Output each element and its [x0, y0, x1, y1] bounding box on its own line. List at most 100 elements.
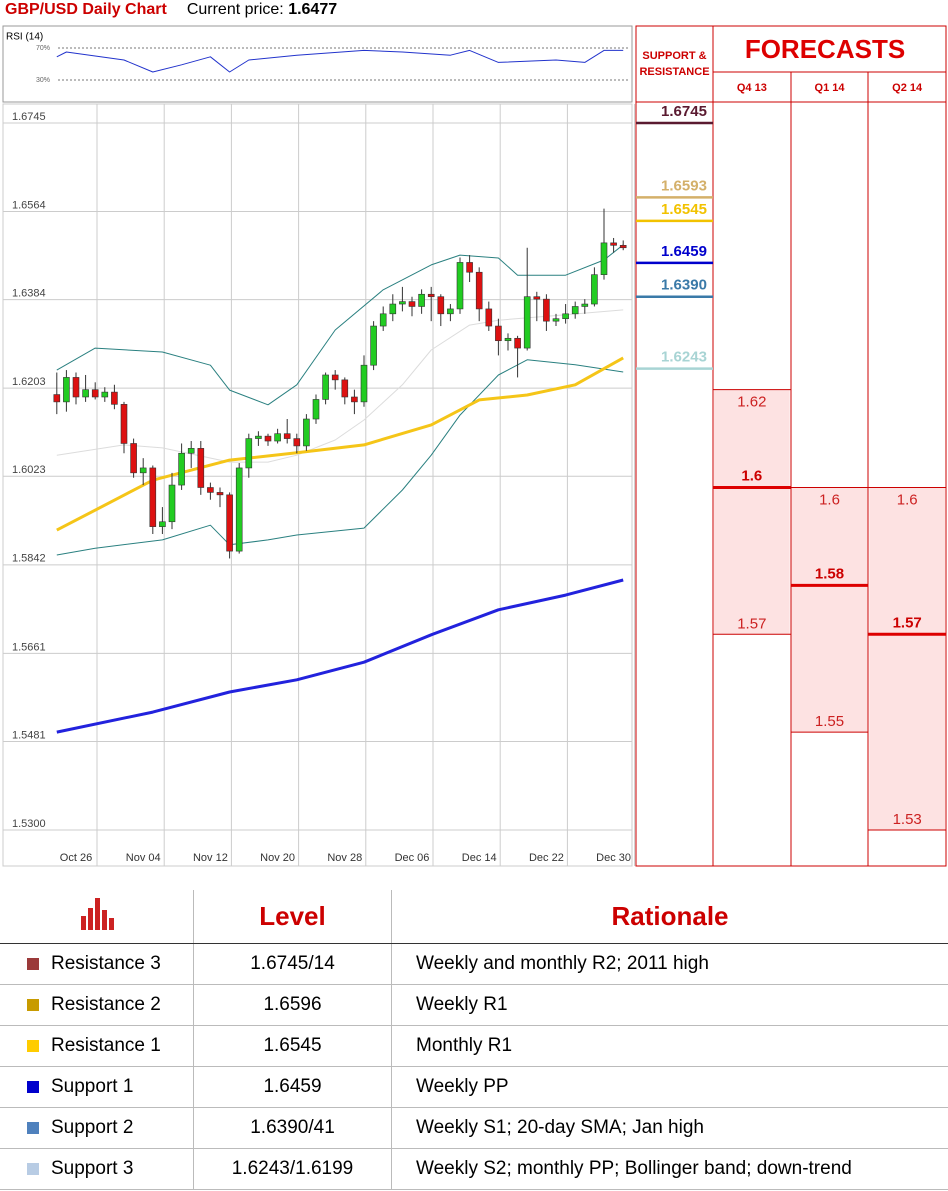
table-row: Support 1 1.6459 Weekly PP [0, 1066, 948, 1108]
candle-body [447, 308, 454, 315]
candle-body [600, 242, 608, 275]
candle-body [149, 467, 157, 527]
y-tick-label: 1.5661 [12, 641, 46, 653]
candle-body [495, 325, 502, 342]
forecasts-title: FORECASTS [745, 34, 905, 64]
level-value: 1.6390/41 [193, 1107, 392, 1149]
rationale: Weekly S2; monthly PP; Bollinger band; d… [391, 1148, 948, 1190]
table-body: Resistance 3 1.6745/14 Weekly and monthly … [0, 943, 948, 1190]
candle-body [82, 389, 89, 398]
candle-body [360, 364, 368, 403]
quarter-label: Q2 14 [892, 82, 923, 94]
candle-body [331, 374, 339, 381]
rationale: Weekly PP [391, 1066, 948, 1108]
x-tick-label: Nov 28 [327, 852, 362, 864]
forecast-high-label: 1.6 [897, 491, 918, 508]
x-tick-label: Dec 22 [529, 852, 564, 864]
price: 1.6477 [288, 1, 338, 18]
rsi-frame [2, 25, 633, 103]
level-label: 1.6545 [661, 201, 707, 218]
candle-body [226, 494, 233, 552]
y-tick-label: 1.5300 [12, 818, 46, 830]
level-value: 1.6243/1.6199 [193, 1148, 392, 1190]
plot-frame [2, 103, 633, 867]
forecast-high-label: 1.62 [737, 394, 766, 411]
x-tick-label: Nov 12 [193, 852, 228, 864]
candle-body [552, 318, 560, 322]
candle-body [168, 484, 176, 523]
level-label: 1.6459 [661, 243, 707, 260]
candle-body [504, 337, 512, 342]
candle-body [216, 492, 224, 496]
rationale: Weekly S1; 20-day SMA; Jan high [391, 1107, 948, 1149]
swatch [27, 1162, 39, 1175]
candle-body [178, 452, 185, 486]
swatch [27, 957, 39, 970]
forecast-range [791, 487, 868, 733]
candle-body [408, 301, 416, 307]
candle-body [514, 337, 521, 349]
line [56, 49, 624, 73]
rsi-tick-label: 30% [36, 77, 50, 84]
icon-cell [0, 890, 194, 944]
rsi-title: RSI (14) [6, 32, 43, 43]
level-name: Resistance 1 [51, 1035, 161, 1056]
level-name: Support 2 [51, 1117, 134, 1138]
level-label: 1.6243 [661, 349, 707, 366]
line [56, 359, 624, 556]
candle-body [245, 438, 253, 469]
candle-body [187, 448, 195, 454]
candle-body [437, 296, 445, 315]
line [56, 578, 624, 734]
candle-body [543, 298, 550, 322]
candle-body [427, 293, 435, 297]
rationale: Weekly and monthly R2; 2011 high [391, 943, 948, 985]
candle-body [293, 438, 301, 447]
level-value: 1.6745/14 [193, 943, 392, 985]
candle-body [72, 377, 80, 398]
candle-body [389, 303, 397, 315]
level-name: Resistance 3 [51, 953, 161, 974]
y-tick-label: 1.6023 [12, 464, 46, 476]
candle-body [533, 296, 541, 300]
swatch [27, 1080, 39, 1093]
level-value: 1.6459 [193, 1066, 392, 1108]
level-name: Support 3 [51, 1158, 134, 1179]
level-name-cell: Resistance 2 [0, 984, 194, 1026]
candle-body [312, 399, 320, 420]
candle-body [456, 262, 464, 310]
x-tick-label: Nov 04 [126, 852, 161, 864]
candle-body [610, 242, 617, 246]
level-name-cell: Support 2 [0, 1107, 194, 1149]
header: GBP/USD Daily Chart Current price: 1.6477 [5, 1, 337, 19]
candle-body [139, 467, 147, 474]
forecast-low-label: 1.55 [815, 713, 844, 730]
table-row: Support 3 1.6243/1.6199 Weekly S2; monthly… [0, 1148, 948, 1190]
forecast-mid-label: 1.6 [741, 467, 762, 484]
level-name-cell: Resistance 3 [0, 943, 194, 985]
y-tick-label: 1.6564 [12, 199, 46, 211]
level-name: Support 1 [51, 1076, 134, 1097]
table-row: Support 2 1.6390/41 Weekly S1; 20-day SMA;… [0, 1107, 948, 1149]
x-tick-label: Dec 06 [395, 852, 430, 864]
x-tick-label: Oct 26 [60, 852, 92, 864]
x-tick-label: Nov 20 [260, 852, 295, 864]
col-header: Level [193, 890, 392, 944]
chart: RSI (14) FORECASTS 1.6745 1.6564 1.6384 1.6… [2, 25, 947, 867]
candle-body [120, 404, 128, 444]
forecast-mid-label: 1.58 [815, 565, 844, 582]
table-row: Resistance 3 1.6745/14 Weekly and monthly … [0, 943, 948, 985]
title: GBP/USD Daily Chart [5, 1, 167, 18]
x-tick-label: Dec 14 [462, 852, 497, 864]
y-tick-label: 1.6384 [12, 288, 46, 300]
candle-body [341, 379, 349, 398]
candle-body [283, 433, 291, 439]
candle-body [571, 306, 579, 315]
candle-body [370, 325, 377, 366]
candle-body [591, 274, 598, 305]
y-tick-label: 1.6745 [12, 111, 46, 123]
forecast-range [869, 487, 945, 830]
forecast-high-label: 1.6 [819, 491, 840, 508]
rationale: Monthly R1 [391, 1025, 948, 1067]
